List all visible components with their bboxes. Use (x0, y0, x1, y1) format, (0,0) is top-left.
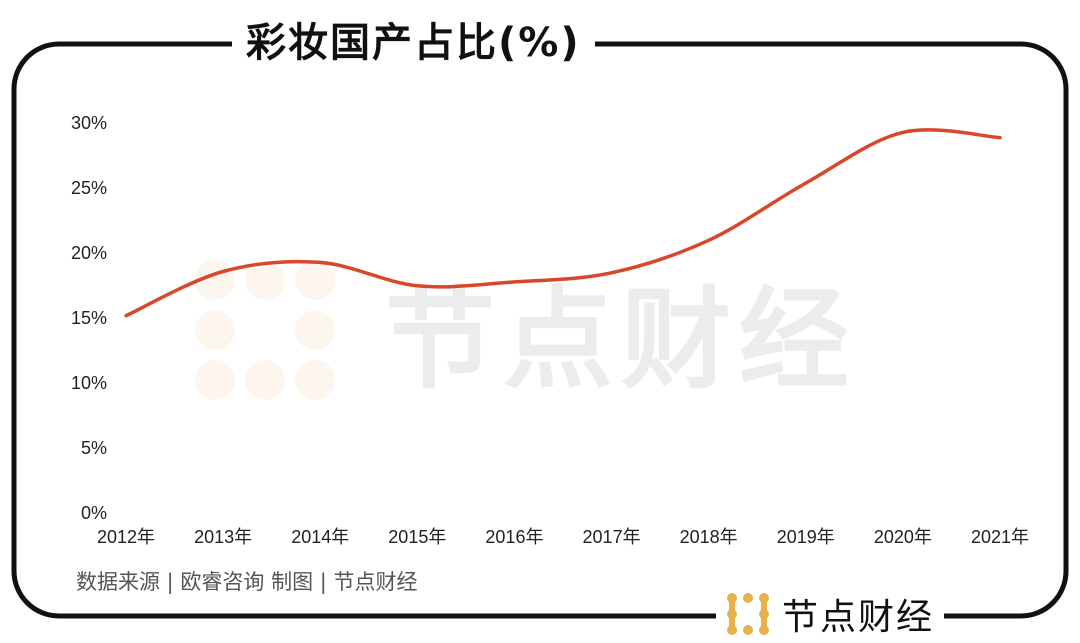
watermark-text: 节点财经 (385, 276, 857, 404)
x-tick-label: 2016年 (485, 527, 543, 547)
source-note: 数据来源 | 欧睿咨询 制图 | 节点财经 (76, 570, 418, 594)
x-tick-label: 2020年 (874, 527, 932, 547)
brand-text: 节点财经 (782, 597, 935, 638)
y-tick-label: 20% (71, 243, 107, 263)
y-tick-label: 15% (71, 308, 107, 328)
x-tick-label: 2021年 (971, 527, 1029, 547)
brand-logo: 节点财经 (716, 588, 945, 640)
y-tick-label: 30% (71, 113, 107, 133)
chart-title: 彩妆国产占比(%) (232, 10, 595, 68)
x-tick-label: 2012年 (97, 527, 155, 547)
y-tick-label: 5% (81, 438, 107, 458)
x-tick-label: 2017年 (583, 527, 641, 547)
y-tick-label: 10% (71, 373, 107, 393)
brand-logo-icon (727, 593, 769, 635)
x-tick-label: 2019年 (777, 527, 835, 547)
watermark: 节点财经 (195, 250, 857, 410)
y-tick-label: 25% (71, 178, 107, 198)
series-line (124, 128, 1002, 318)
x-tick-label: 2014年 (291, 527, 349, 547)
x-tick-label: 2015年 (388, 527, 446, 547)
x-tick-label: 2013年 (194, 527, 252, 547)
watermark-logo-icon (195, 260, 335, 400)
x-tick-label: 2018年 (680, 527, 738, 547)
y-tick-label: 0% (81, 503, 107, 523)
